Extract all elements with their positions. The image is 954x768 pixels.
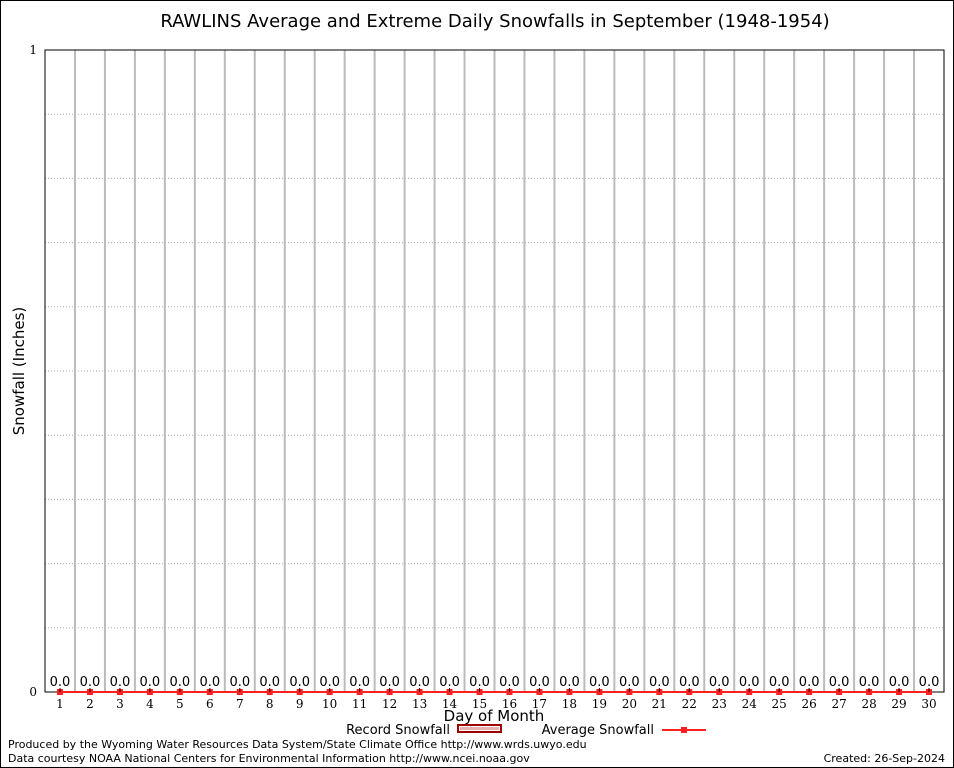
data-label: 0.0	[50, 675, 71, 690]
x-tick-label: 24	[742, 697, 758, 711]
y-tick-label: 1	[29, 43, 37, 57]
data-label: 0.0	[259, 675, 280, 690]
x-tick-label: 30	[921, 697, 936, 711]
x-tick-label: 26	[802, 697, 817, 711]
data-label: 0.0	[799, 675, 820, 690]
legend-average-marker	[681, 727, 687, 733]
data-label: 0.0	[379, 675, 400, 690]
y-tick-label: 0	[29, 685, 37, 699]
footer-courtesy: Data courtesy NOAA National Centers for …	[8, 752, 530, 765]
data-label: 0.0	[229, 675, 250, 690]
x-tick-label: 15	[472, 697, 487, 711]
data-label: 0.0	[769, 675, 790, 690]
y-axis-label: Snowfall (Inches)	[10, 307, 28, 435]
data-label: 0.0	[110, 675, 131, 690]
x-tick-label: 23	[712, 697, 727, 711]
data-label: 0.0	[919, 675, 940, 690]
footer-created: Created: 26-Sep-2024	[823, 752, 945, 765]
data-label: 0.0	[679, 675, 700, 690]
x-tick-label: 14	[442, 697, 458, 711]
x-tick-label: 3	[116, 697, 124, 711]
x-tick-label: 27	[831, 697, 846, 711]
data-label: 0.0	[529, 675, 550, 690]
legend-record-pattern	[460, 727, 499, 730]
x-tick-label: 6	[206, 697, 214, 711]
x-tick-label: 12	[382, 697, 397, 711]
x-tick-label: 8	[266, 697, 274, 711]
x-tick-label: 13	[412, 697, 427, 711]
data-label: 0.0	[170, 675, 191, 690]
x-tick-label: 7	[236, 697, 244, 711]
x-axis-label: Day of Month	[444, 707, 545, 725]
data-label: 0.0	[140, 675, 161, 690]
data-label: 0.0	[709, 675, 730, 690]
x-tick-label: 21	[652, 697, 667, 711]
x-tick-label: 5	[176, 697, 184, 711]
x-tick-label: 9	[296, 697, 304, 711]
data-label: 0.0	[409, 675, 430, 690]
x-tick-label: 20	[622, 697, 637, 711]
data-label: 0.0	[739, 675, 760, 690]
data-label: 0.0	[649, 675, 670, 690]
x-tick-label: 1	[56, 697, 64, 711]
x-tick-label: 11	[352, 697, 367, 711]
x-tick-label: 28	[861, 697, 876, 711]
footer-produced: Produced by the Wyoming Water Resources …	[8, 738, 587, 751]
legend-average-label: Average Snowfall	[542, 723, 654, 738]
data-label: 0.0	[589, 675, 610, 690]
x-tick-label: 29	[891, 697, 906, 711]
data-label: 0.0	[289, 675, 310, 690]
data-label: 0.0	[829, 675, 850, 690]
data-label: 0.0	[499, 675, 520, 690]
data-label: 0.0	[319, 675, 340, 690]
data-label: 0.0	[559, 675, 580, 690]
x-tick-label: 18	[562, 697, 577, 711]
data-label: 0.0	[469, 675, 490, 690]
x-tick-label: 2	[86, 697, 94, 711]
data-label: 0.0	[889, 675, 910, 690]
x-tick-label: 22	[682, 697, 697, 711]
x-tick-label: 16	[502, 697, 517, 711]
x-tick-label: 25	[772, 697, 787, 711]
x-tick-label: 19	[592, 697, 607, 711]
data-label: 0.0	[859, 675, 880, 690]
data-label: 0.0	[439, 675, 460, 690]
data-label: 0.0	[619, 675, 640, 690]
data-label: 0.0	[349, 675, 370, 690]
legend-record-label: Record Snowfall	[346, 723, 450, 738]
x-tick-label: 10	[322, 697, 337, 711]
data-label: 0.0	[80, 675, 101, 690]
x-tick-label: 4	[146, 697, 154, 711]
x-tick-label: 17	[532, 697, 547, 711]
chart-title: RAWLINS Average and Extreme Daily Snowfa…	[160, 11, 829, 32]
data-label: 0.0	[199, 675, 220, 690]
